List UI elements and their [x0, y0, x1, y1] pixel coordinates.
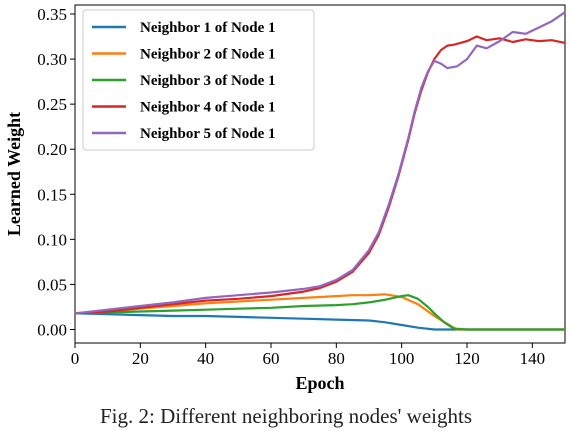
plot-area-frame: [74, 4, 566, 344]
x-tick-label: 0: [71, 349, 80, 368]
y-tick-label: 0.25: [37, 95, 67, 114]
x-tick-label: 60: [263, 349, 280, 368]
x-tick-label: 80: [328, 349, 345, 368]
y-tick-label: 0.30: [37, 50, 67, 69]
figure-caption: Fig. 2: Different neighboring nodes' wei…: [99, 404, 472, 428]
y-tick-label: 0.05: [37, 275, 67, 294]
series-line-1: [74, 312, 565, 331]
legend-label-5: Neighbor 5 of Node 1: [140, 126, 276, 142]
y-tick-label: 0.10: [37, 230, 67, 249]
legend-label-4: Neighbor 4 of Node 1: [140, 100, 276, 116]
legend-label-3: Neighbor 3 of Node 1: [140, 73, 276, 89]
y-tick-label: 0.20: [37, 140, 67, 159]
legend-box: [82, 9, 315, 151]
x-tick-label: 100: [389, 349, 415, 368]
series-line-5: [74, 11, 566, 315]
series-line-3: [74, 294, 565, 331]
y-tick-label: 0.00: [37, 320, 67, 339]
legend-label-1: Neighbor 1 of Node 1: [140, 20, 276, 36]
x-tick-label: 20: [132, 349, 149, 368]
legend-label-2: Neighbor 2 of Node 1: [140, 47, 276, 63]
x-tick-label: 120: [454, 349, 480, 368]
y-tick-label: 0.35: [37, 5, 67, 24]
x-axis-label: Epoch: [295, 373, 344, 393]
x-tick-label: 40: [197, 349, 214, 368]
y-axis-label: Learned Weight: [4, 112, 24, 236]
y-tick-label: 0.15: [37, 185, 67, 204]
x-tick-label: 140: [520, 349, 546, 368]
